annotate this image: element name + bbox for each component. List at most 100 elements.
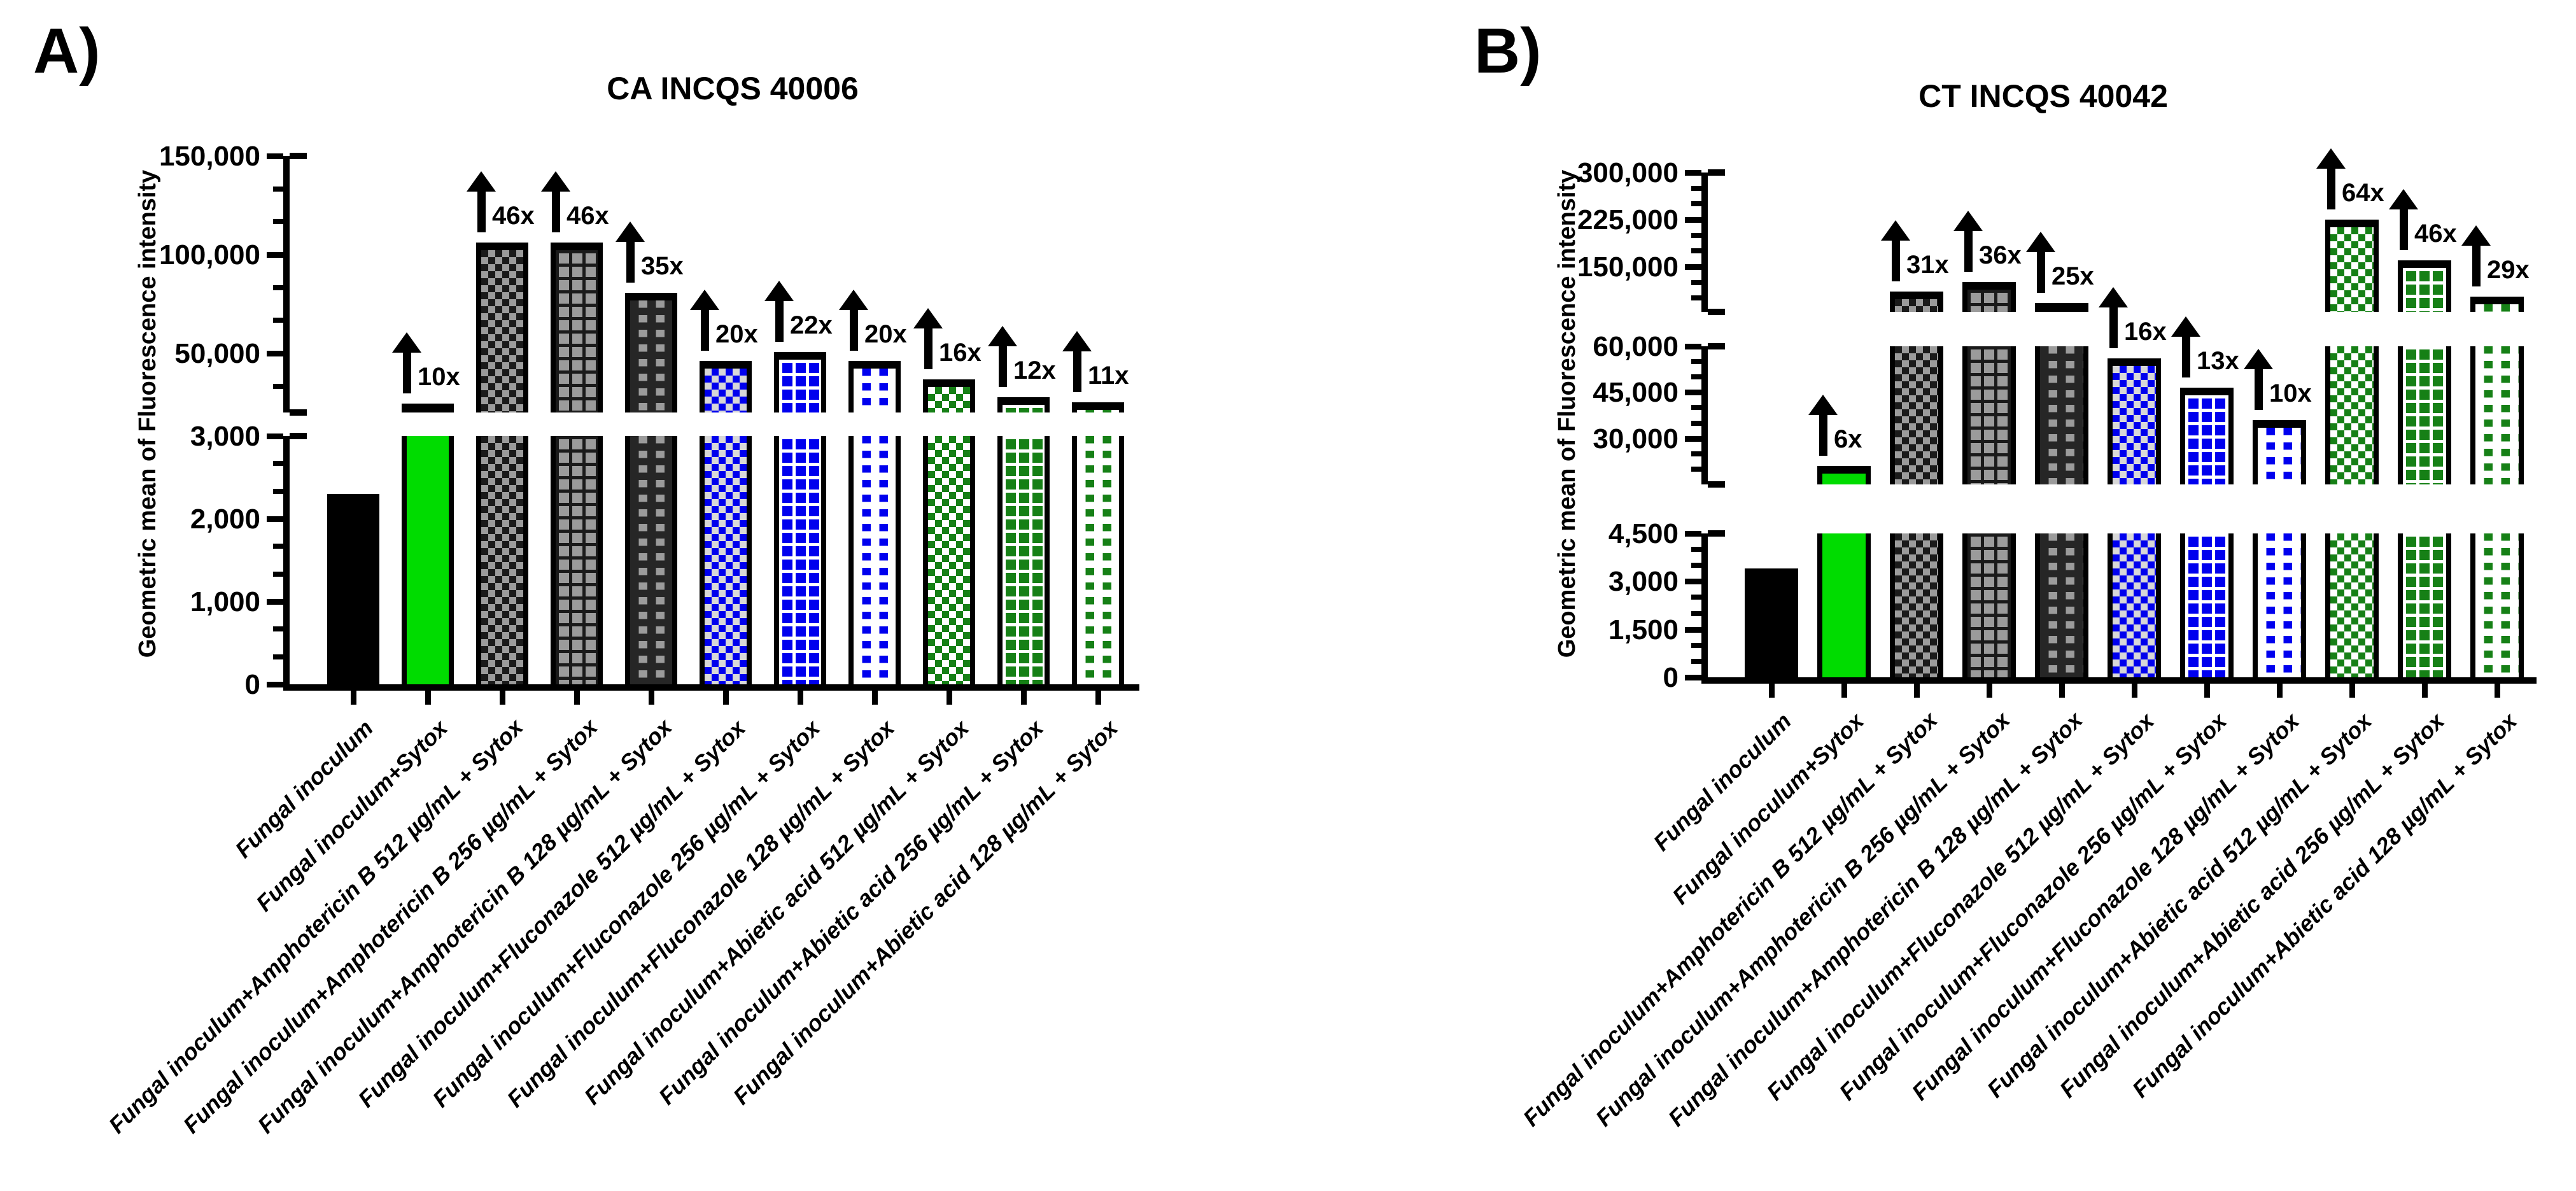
panel-a-fold-increase-arrow-icon <box>690 290 719 351</box>
arrow-head-icon <box>2026 232 2055 252</box>
panel-b-y-major-tick <box>1685 675 1701 680</box>
panel-a-y-minor-tick <box>273 626 283 632</box>
panel-b-bar-gray-dots <box>2035 303 2088 312</box>
panel-a-y-minor-tick <box>273 285 283 290</box>
panel-b-x-axis-line <box>1701 677 2537 684</box>
arrow-shaft <box>2254 369 2263 410</box>
arrow-shaft <box>998 346 1007 388</box>
panel-b-fold-increase-arrow-icon <box>2099 287 2128 349</box>
panel-b-y-axis-segment <box>1701 346 1708 484</box>
panel-a-y-minor-tick <box>273 318 283 323</box>
panel-b-bar-gray-grid <box>1962 346 2016 484</box>
panel-a-y-minor-tick <box>273 571 283 577</box>
panel-b-x-tick <box>2277 684 2283 698</box>
panel-b-bar-green-dots <box>2470 297 2524 312</box>
panel-a-bar-blue-checker <box>700 436 752 684</box>
panel-b-y-major-tick <box>1685 579 1701 585</box>
panel-b-fold-change-label: 46x <box>2414 220 2457 248</box>
panel-a-y-tick-label: 150,000 <box>158 141 260 172</box>
panel-b-y-minor-tick <box>1691 405 1701 411</box>
panel-a-bar-green-checker <box>923 379 975 412</box>
panel-b-fold-change-label: 64x <box>2342 178 2384 207</box>
arrow-shaft <box>1819 415 1827 456</box>
panel-a-y-minor-tick <box>273 383 283 389</box>
panel-a-x-tick <box>649 691 654 705</box>
panel-a-y-major-tick <box>267 351 283 356</box>
panel-b-bar-blue-grid <box>2180 388 2234 484</box>
panel-a-fold-change-label: 12x <box>1013 356 1056 385</box>
panel-b-fold-increase-arrow-icon <box>2171 316 2200 378</box>
arrow-shaft <box>2036 252 2045 293</box>
panel-b-y-minor-tick <box>1691 563 1701 568</box>
arrow-head-icon <box>690 290 719 311</box>
panel-a-fold-change-label: 20x <box>864 320 907 349</box>
arrow-head-icon <box>616 222 645 243</box>
panel-b-bar-green-checker <box>2325 219 2379 312</box>
panel-a-axis-top-serif <box>290 433 307 439</box>
panel-a-fold-increase-arrow-icon <box>764 281 794 342</box>
panel-a-bar-blue-grid <box>774 436 826 684</box>
panel-b-axis-bottom-serif <box>1708 309 1725 315</box>
panel-a-y-minor-tick <box>273 488 283 494</box>
panel-a-fold-change-label: 11x <box>1088 361 1129 390</box>
arrow-shaft <box>1891 241 1900 282</box>
panel-a-bar-gray-grid <box>551 436 603 684</box>
panel-b-y-minor-tick <box>1691 420 1701 426</box>
panel-a-x-tick <box>947 691 952 705</box>
panel-a-y-minor-tick <box>273 544 283 549</box>
panel-b-fold-increase-arrow-icon <box>2461 225 2491 287</box>
panel-b-y-tick-label: 150,000 <box>1577 251 1679 283</box>
panel-b-letter: B) <box>1474 15 1542 87</box>
arrow-shaft <box>626 242 635 283</box>
panel-b-x-tick <box>1987 684 1992 698</box>
panel-b-y-tick-label: 3,000 <box>1608 566 1679 598</box>
panel-b-y-tick-label: 300,000 <box>1577 157 1679 188</box>
arrow-shaft <box>849 310 858 351</box>
panel-b-y-minor-tick <box>1691 295 1701 301</box>
panel-b-x-tick <box>2422 684 2428 698</box>
arrow-shaft <box>2472 246 2481 287</box>
arrow-shaft <box>1073 351 1081 392</box>
panel-b-bar-green-checker <box>2325 346 2379 484</box>
panel-b-y-minor-tick <box>1691 185 1701 191</box>
panel-a-fold-increase-arrow-icon <box>541 171 570 233</box>
panel-a-bar-green-grid <box>997 436 1050 684</box>
panel-b-bar-gray-grid <box>1962 281 2016 312</box>
panel-b-x-tick <box>2132 684 2137 698</box>
arrow-head-icon <box>764 281 794 302</box>
panel-a-bar-gray-checker <box>476 243 528 412</box>
panel-b-x-tick <box>1914 684 1920 698</box>
panel-a-fold-increase-arrow-icon <box>913 307 943 369</box>
panel-b-title: CT INCQS 40042 <box>1918 78 2168 114</box>
arrow-head-icon <box>913 307 943 328</box>
panel-a-fold-increase-arrow-icon <box>467 171 496 233</box>
panel-b-y-minor-tick <box>1691 359 1701 365</box>
panel-b-bar-green-checker <box>2325 533 2379 677</box>
panel-a-x-tick <box>500 691 505 705</box>
panel-b-fold-increase-arrow-icon <box>1808 395 1838 456</box>
panel-a-y-axis-segment <box>283 436 290 684</box>
panel-b-y-tick-label: 1,500 <box>1608 614 1679 645</box>
arrow-head-icon <box>1808 395 1838 416</box>
panel-b-fold-increase-arrow-icon <box>2316 148 2346 209</box>
panel-b-y-minor-tick <box>1691 451 1701 456</box>
panel-a-x-axis-line <box>283 684 1139 691</box>
panel-b-x-tick <box>2349 684 2355 698</box>
panel-a-x-tick <box>574 691 580 705</box>
panel-a-fold-change-label: 46x <box>567 202 609 230</box>
arrow-shaft <box>700 310 709 351</box>
panel-b-bar-gray-dots <box>2035 346 2088 484</box>
panel-b-fold-change-label: 36x <box>1979 241 2022 269</box>
panel-a-y-major-tick <box>267 433 283 439</box>
panel-a-letter: A) <box>33 15 101 87</box>
panel-b-bar-gray-checker <box>1890 292 1943 312</box>
panel-a-axis-top-serif <box>290 153 307 159</box>
panel-b-x-tick <box>1769 684 1775 698</box>
panel-b-y-major-tick <box>1685 390 1701 396</box>
arrow-head-icon <box>2171 316 2200 337</box>
panel-b-bar-green-dots <box>2470 346 2524 484</box>
panel-b-y-minor-tick <box>1691 658 1701 664</box>
panel-b-y-minor-tick <box>1691 248 1701 254</box>
panel-a-y-major-tick <box>267 599 283 605</box>
panel-a-x-tick <box>1095 691 1101 705</box>
